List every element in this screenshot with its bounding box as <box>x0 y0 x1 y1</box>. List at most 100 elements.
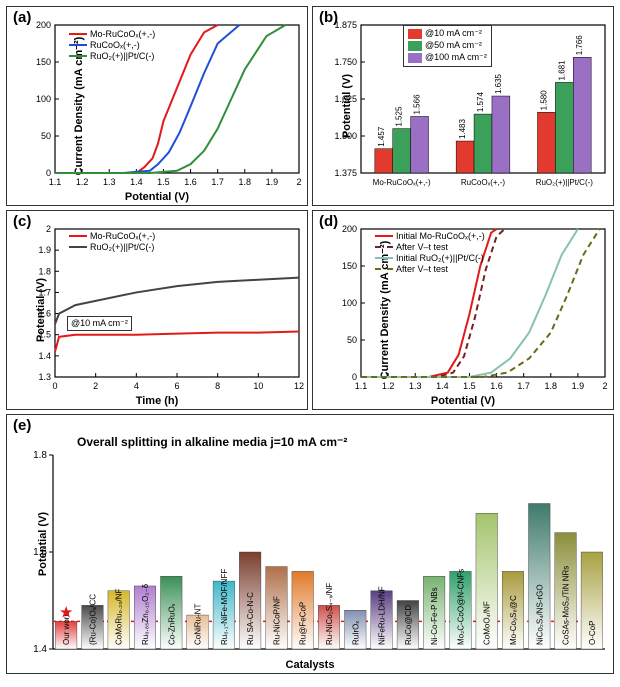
panel-c-annotation: @10 mA cm⁻² <box>67 316 132 331</box>
svg-text:Co-ZnRuOₓ: Co-ZnRuOₓ <box>167 603 176 645</box>
svg-text:1.1: 1.1 <box>49 177 62 187</box>
svg-text:200: 200 <box>342 224 357 234</box>
svg-text:2: 2 <box>296 177 301 187</box>
svg-text:0: 0 <box>46 168 51 178</box>
svg-text:1.2: 1.2 <box>76 177 89 187</box>
panel-d-label: (d) <box>319 213 338 230</box>
svg-text:12: 12 <box>294 381 304 391</box>
panel-c-label: (c) <box>13 213 31 230</box>
svg-text:Ru₀.₁-NiFe-MOF/NFF: Ru₀.₁-NiFe-MOF/NFF <box>220 569 229 645</box>
legend-c: Mo-RuCoOₓ(+,-)RuO₂(+)||Pt/C(-) <box>67 229 157 255</box>
svg-text:O-CoP: O-CoP <box>588 621 597 645</box>
svg-text:Ru@FeCoP: Ru@FeCoP <box>299 602 308 645</box>
svg-text:RuCoOₓ(+,-): RuCoOₓ(+,-) <box>461 178 506 187</box>
plot-e: 1.41.61.8Our work★(Ru-Co)Oₓ/CCCoMoRu₀.₂₀… <box>53 455 605 649</box>
svg-text:1.9: 1.9 <box>266 177 279 187</box>
svg-text:Ru₀.₈₅Zn₀.₁₅O₂₋δ: Ru₀.₈₅Zn₀.₁₅O₂₋δ <box>141 583 150 645</box>
svg-text:1.4: 1.4 <box>33 644 47 655</box>
svg-text:1.5: 1.5 <box>38 330 51 340</box>
svg-text:1.681: 1.681 <box>557 60 566 81</box>
legend-d: Initial Mo-RuCoOₓ(+,-)After V–t testInit… <box>373 229 487 277</box>
svg-text:CoMoO₄/NF: CoMoO₄/NF <box>483 601 492 645</box>
svg-text:150: 150 <box>36 57 51 67</box>
svg-text:1.625: 1.625 <box>334 94 357 104</box>
svg-text:150: 150 <box>342 261 357 271</box>
panel-e-xlabel: Catalysts <box>286 659 335 671</box>
svg-text:1.8: 1.8 <box>33 450 47 461</box>
svg-text:1.4: 1.4 <box>38 351 51 361</box>
panel-e: (e) Overall splitting in alkaline media … <box>6 414 614 674</box>
svg-text:1.8: 1.8 <box>239 177 252 187</box>
svg-text:NiCo₂S₄/NS-rGO: NiCo₂S₄/NS-rGO <box>535 584 544 645</box>
panel-c: (c) Potential (V) Time (h) 0246810121.31… <box>6 210 308 410</box>
svg-text:0: 0 <box>52 381 57 391</box>
svg-text:1.750: 1.750 <box>334 57 357 67</box>
svg-text:1.457: 1.457 <box>377 126 386 147</box>
svg-text:1.6: 1.6 <box>184 177 197 187</box>
svg-text:1.574: 1.574 <box>476 92 485 113</box>
svg-text:10: 10 <box>253 381 263 391</box>
svg-text:Ru SA-Co-N-C: Ru SA-Co-N-C <box>246 592 255 645</box>
panel-a-xlabel: Potential (V) <box>125 191 189 203</box>
svg-text:2: 2 <box>46 224 51 234</box>
svg-text:CoSAs-MoS₂/TiN NRs: CoSAs-MoS₂/TiN NRs <box>562 566 571 645</box>
panel-c-xlabel: Time (h) <box>136 395 179 407</box>
svg-text:1.4: 1.4 <box>436 381 449 391</box>
svg-text:1.9: 1.9 <box>572 381 585 391</box>
legend-a: Mo-RuCoOₓ(+,-)RuCoOₓ(+,-)RuO₂(+)||Pt/C(-… <box>67 27 157 64</box>
svg-text:200: 200 <box>36 20 51 30</box>
svg-text:1.9: 1.9 <box>38 245 51 255</box>
svg-text:100: 100 <box>342 298 357 308</box>
panel-a-label: (a) <box>13 9 31 26</box>
svg-text:1.3: 1.3 <box>409 381 422 391</box>
svg-text:Mo-Co₉S₈@C: Mo-Co₉S₈@C <box>509 595 518 645</box>
svg-text:1.580: 1.580 <box>539 90 548 111</box>
svg-text:1.2: 1.2 <box>382 381 395 391</box>
svg-text:1.500: 1.500 <box>334 131 357 141</box>
svg-text:1.5: 1.5 <box>157 177 170 187</box>
svg-text:1.635: 1.635 <box>494 73 503 94</box>
panel-d-xlabel: Potential (V) <box>431 395 495 407</box>
panel-e-label: (e) <box>13 417 31 434</box>
svg-text:1.6: 1.6 <box>33 547 47 558</box>
svg-text:1.3: 1.3 <box>103 177 116 187</box>
panel-b-ylabel: Potential (V) <box>341 74 353 138</box>
svg-text:50: 50 <box>347 335 357 345</box>
svg-text:1.5: 1.5 <box>463 381 476 391</box>
svg-text:1.566: 1.566 <box>413 94 422 115</box>
svg-text:1.375: 1.375 <box>334 168 357 178</box>
svg-text:(Ru-Co)Oₓ/CC: (Ru-Co)Oₓ/CC <box>88 594 97 645</box>
svg-text:1.1: 1.1 <box>355 381 368 391</box>
svg-text:1.525: 1.525 <box>395 106 404 127</box>
svg-text:4: 4 <box>134 381 139 391</box>
svg-text:Ru-NiCoP/NF: Ru-NiCoP/NF <box>272 596 281 645</box>
svg-text:0: 0 <box>352 372 357 382</box>
svg-text:2: 2 <box>93 381 98 391</box>
panel-e-ylabel: Potential (V) <box>37 512 49 576</box>
svg-text:1.8: 1.8 <box>545 381 558 391</box>
svg-text:Ru-NiCo₂S₄₋ₓ/NF: Ru-NiCo₂S₄₋ₓ/NF <box>325 583 334 645</box>
svg-text:1.7: 1.7 <box>38 287 51 297</box>
svg-text:1.4: 1.4 <box>130 177 143 187</box>
svg-text:1.6: 1.6 <box>38 309 51 319</box>
panel-a: (a) Current Density (mA cm⁻²) Potential … <box>6 6 308 206</box>
svg-text:NiFeRu-LDH/NF: NiFeRu-LDH/NF <box>378 586 387 645</box>
panel-e-title: Overall splitting in alkaline media j=10… <box>77 435 347 449</box>
panel-d: (d) Current Density (mA cm⁻²) Potential … <box>312 210 614 410</box>
svg-text:★: ★ <box>59 604 73 621</box>
svg-text:1.8: 1.8 <box>38 266 51 276</box>
svg-text:RuIrOₓ: RuIrOₓ <box>351 621 360 645</box>
svg-text:1.483: 1.483 <box>458 118 467 139</box>
svg-text:6: 6 <box>174 381 179 391</box>
svg-text:1.7: 1.7 <box>517 381 530 391</box>
svg-text:RuCo@CD: RuCo@CD <box>404 605 413 645</box>
svg-text:8: 8 <box>215 381 220 391</box>
svg-text:50: 50 <box>41 131 51 141</box>
svg-text:1.3: 1.3 <box>38 372 51 382</box>
svg-text:2: 2 <box>602 381 607 391</box>
svg-text:CoMoRu₀.₂₀/NF: CoMoRu₀.₂₀/NF <box>115 588 124 645</box>
legend-b: @10 mA cm⁻²@50 mA cm⁻²@100 mA cm⁻² <box>403 25 492 67</box>
svg-text:1.7: 1.7 <box>211 177 224 187</box>
svg-text:1.766: 1.766 <box>575 35 584 56</box>
svg-text:Mo-RuCoOₓ(+,-): Mo-RuCoOₓ(+,-) <box>373 178 431 187</box>
